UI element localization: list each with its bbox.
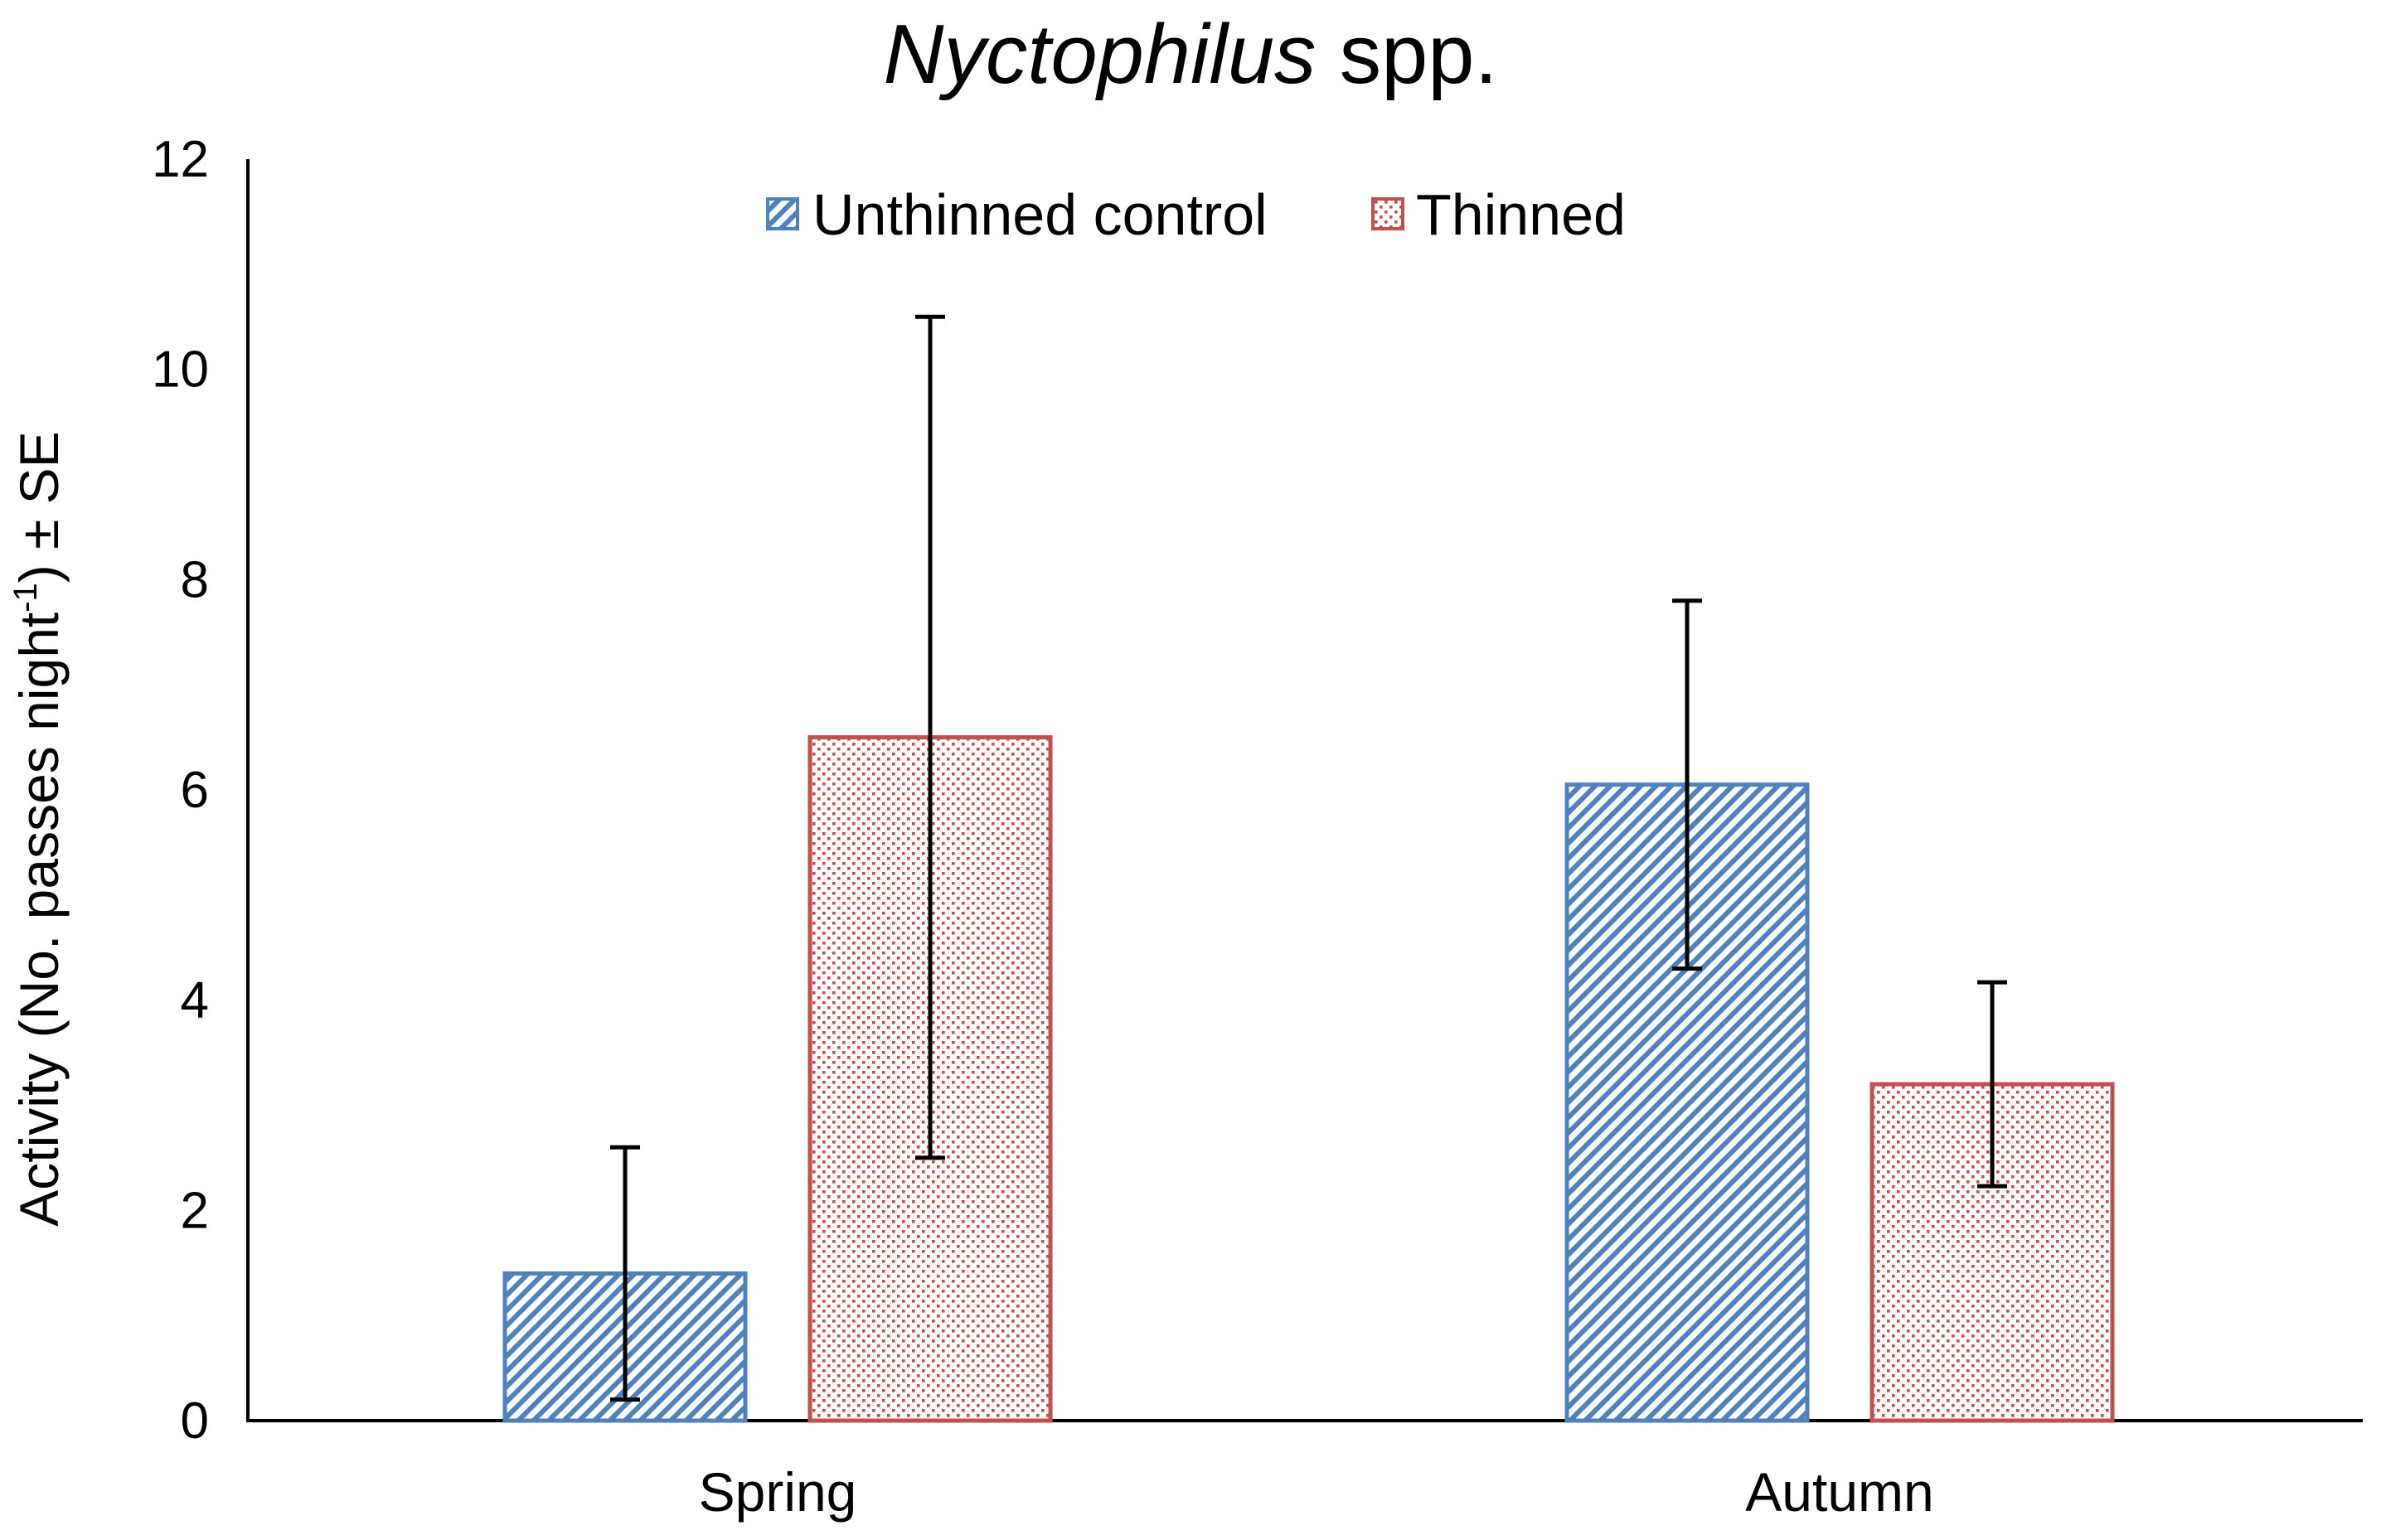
chart-title-italic: Nyctophilus [883, 8, 1316, 101]
error-bars [610, 314, 2007, 1402]
y-axis-label-main: Activity (No. passes night [8, 613, 70, 1227]
y-axis-label-tail: ) ± SE [8, 431, 70, 583]
chart-title: Nyctophilus spp. [883, 8, 1497, 101]
y-tick-label: 2 [181, 1182, 209, 1239]
y-axis-label: Activity (No. passes night-1) ± SE [7, 431, 70, 1226]
y-tick-label: 4 [181, 972, 209, 1029]
y-tick-label: 8 [181, 551, 209, 608]
bars [502, 735, 2115, 1423]
category-labels: Spring Autumn [699, 1461, 1934, 1523]
y-tick-label: 0 [181, 1392, 209, 1450]
category-label: Spring [699, 1461, 857, 1523]
legend-label-thinned: Thinned [1416, 182, 1626, 247]
chart-title-rest: spp. [1317, 8, 1498, 101]
legend-swatch-thinned [1371, 197, 1404, 230]
y-tick-label: 10 [152, 341, 209, 399]
legend: Unthinned control Thinned [766, 182, 1626, 247]
y-axis-label-sup: -1 [7, 583, 44, 613]
y-tick-label: 6 [181, 762, 209, 819]
category-label: Autumn [1745, 1461, 1933, 1523]
y-tick-labels: 0 2 4 6 8 10 12 [152, 131, 209, 1450]
y-tick-label: 12 [152, 131, 209, 188]
legend-label-unthinned: Unthinned control [812, 182, 1268, 247]
legend-swatch-unthinned [766, 197, 799, 230]
